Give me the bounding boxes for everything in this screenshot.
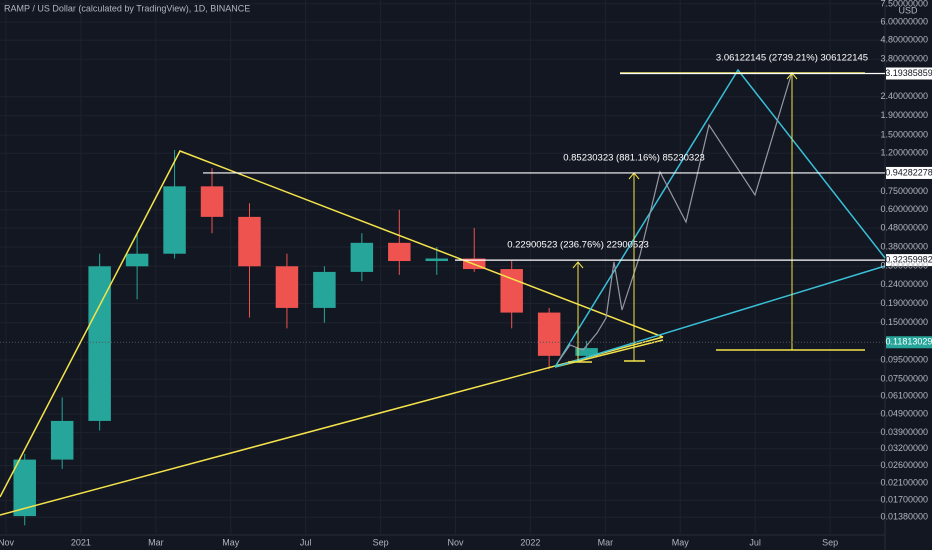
last-price-label: 0.11813029	[886, 337, 932, 347]
candle-body	[500, 269, 523, 313]
x-tick-label: 2022	[520, 537, 540, 547]
y-tick-label: 0.03900000	[880, 427, 928, 437]
x-tick-label: Mar	[598, 537, 614, 547]
candle-body	[163, 186, 186, 254]
y-tick-label: 1.90000000	[880, 110, 928, 120]
x-tick-label: Sep	[373, 537, 389, 547]
y-tick-label: 0.01380000	[880, 512, 928, 522]
y-tick-label: 0.60000000	[880, 204, 928, 214]
candle-body	[275, 266, 299, 308]
y-tick-label: 0.07500000	[880, 374, 928, 384]
price-label: 3.19385859	[885, 68, 932, 78]
x-tick-label: 2021	[71, 537, 91, 547]
candle-body	[13, 459, 36, 517]
y-tick-label: 6.00000000	[880, 16, 928, 26]
candle-body	[350, 242, 374, 272]
price-label-box	[886, 166, 932, 179]
last-price-box	[886, 336, 932, 349]
y-tick-label: 0.75000000	[880, 186, 928, 196]
trend-line	[554, 265, 886, 368]
y-tick-label: 2.40000000	[880, 91, 928, 101]
y-tick-label: 1.20000000	[880, 148, 928, 158]
x-tick-label: Mar	[148, 537, 164, 547]
projection-path	[557, 71, 793, 363]
projection-line	[554, 68, 886, 368]
price-label: 0.32359982	[885, 254, 932, 264]
y-tick-label: 0.06100000	[880, 390, 928, 400]
candle-body	[575, 348, 598, 356]
candle-body	[238, 216, 261, 267]
y-tick-label: 0.02100000	[880, 477, 928, 487]
y-tick-label: 0.48000000	[880, 222, 928, 232]
candle-body	[50, 420, 74, 460]
price-levels: 3.19385859 0.94282278 0.32359982 0.11813029	[0, 67, 932, 349]
x-tick-label: Nov	[0, 537, 14, 547]
candle-body	[200, 186, 224, 217]
y-tick-label: 0.01700000	[880, 495, 928, 505]
triangle-line	[0, 336, 664, 516]
y-tick-label: 0.19000000	[880, 298, 928, 308]
x-tick-label: Nov	[447, 537, 464, 547]
y-tick-label: 4.80000000	[880, 35, 928, 45]
candle-body	[425, 258, 449, 262]
x-tick-label: May	[222, 537, 240, 547]
grid	[0, 0, 885, 535]
x-tick-label: Jul	[300, 537, 312, 547]
price-label-box	[886, 254, 932, 267]
y-tick-label: 3.80000000	[880, 54, 928, 64]
y-tick-label: 7.50000000	[880, 0, 928, 8]
arrow-head	[572, 261, 584, 269]
x-tick-label: May	[672, 537, 690, 547]
annotation: 0.85230323 (881.16%) 85230323	[563, 153, 705, 164]
y-tick-label: 0.30000000	[880, 261, 928, 271]
price-label-box	[886, 67, 932, 80]
candle-body	[313, 271, 336, 308]
candle-body	[537, 312, 561, 356]
y-tick-label: 0.09500000	[880, 354, 928, 364]
annotation: 0.22900523 (236.76%) 22900523	[507, 240, 649, 251]
price-label: 0.94282278	[885, 167, 932, 177]
y-tick-label: 0.24000000	[880, 279, 928, 289]
candle-body	[388, 242, 411, 262]
annotation: 3.06122145 (2739.21%) 306122145	[716, 53, 868, 64]
x-tick-label: Jul	[749, 537, 761, 547]
chart-title: RAMP / US Dollar (calculated by TradingV…	[4, 3, 250, 13]
x-tick-label: Sep	[822, 537, 838, 547]
y-tick-label: 1.50000000	[880, 129, 928, 139]
candle-body	[88, 266, 111, 421]
y-unit: USD	[898, 5, 918, 15]
y-tick-label: 0.03200000	[880, 443, 928, 453]
y-tick-label: 0.04900000	[880, 408, 928, 418]
candle-body	[125, 253, 149, 267]
y-tick-label: 0.38000000	[880, 241, 928, 251]
y-tick-label: 0.15000000	[880, 317, 928, 327]
y-tick-label: 0.02600000	[880, 460, 928, 470]
triangle-line	[0, 150, 664, 498]
